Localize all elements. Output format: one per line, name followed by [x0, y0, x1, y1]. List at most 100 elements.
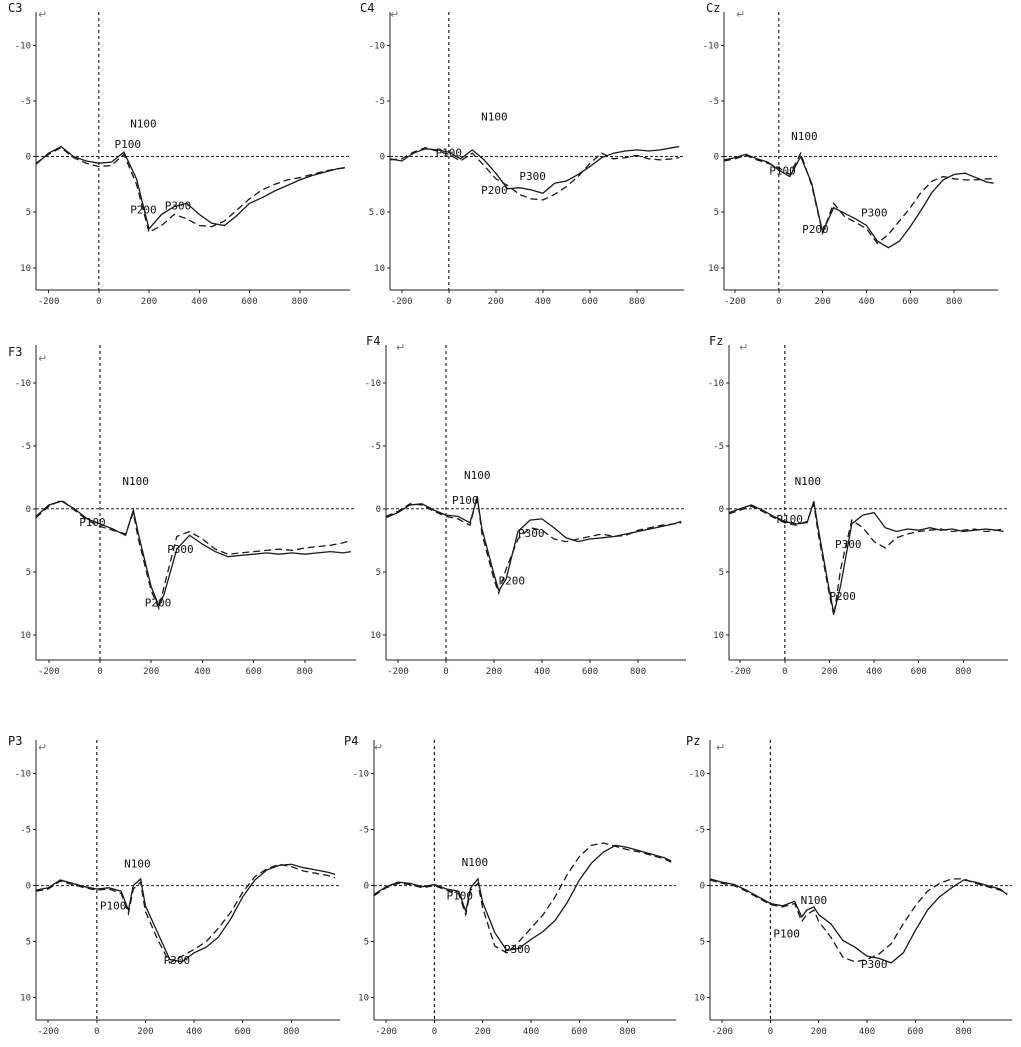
peak-label-p300: P300	[519, 170, 546, 183]
panel-title: Pz	[686, 734, 700, 748]
peak-label-n100: N100	[124, 857, 151, 870]
peak-label-p300: P300	[861, 958, 888, 971]
x-tick-label: 0	[432, 1027, 437, 1037]
x-tick-label: 600	[902, 297, 918, 307]
panel-f4: F4 ↵ -10 -5 0 5 10 -200 0 200 400 600 800 N100 P100 P20…	[365, 334, 686, 677]
y-tick-label: -5	[20, 442, 31, 452]
return-mark-icon: ↵	[38, 741, 47, 754]
x-tick-label: 200	[143, 667, 159, 677]
x-tick-label: -200	[38, 297, 60, 307]
panel-p3: P3 ↵ -10 -5 0 5 10 -200 0 200 400 600 800 N100 P100 P30…	[8, 734, 340, 1037]
panel-f3: F3 ↵ -10 -5 0 5 10 -200 0 200 400 600 800 N100 P100 P20…	[8, 345, 356, 677]
x-tick-label: 200	[475, 1027, 491, 1037]
y-tick-label: -10	[353, 770, 369, 780]
y-tick-label: 5	[714, 208, 719, 218]
y-tick-label: 10	[374, 264, 385, 274]
y-tick-label: -5	[694, 826, 705, 836]
y-tick-label: 0	[26, 882, 31, 892]
peak-label-p200: P200	[802, 223, 829, 236]
peak-label-n100: N100	[464, 469, 491, 482]
peak-label-n100: N100	[122, 475, 148, 488]
y-tick-label: 10	[20, 264, 31, 274]
series-line-solid	[35, 145, 346, 231]
x-tick-label: 800	[630, 667, 646, 677]
peak-label-p100: P100	[79, 516, 106, 529]
series-line-dashed	[35, 499, 352, 611]
y-tick-label: 5	[364, 938, 369, 948]
panel-title: Cz	[706, 1, 720, 15]
y-tick-label: 0	[714, 153, 719, 163]
x-tick-label: 400	[535, 297, 551, 307]
y-tick-label: 10	[694, 994, 705, 1004]
peak-label-n100: N100	[791, 130, 818, 143]
y-tick-label: 10	[358, 994, 369, 1004]
x-tick-label: 800	[297, 667, 313, 677]
x-tick-label: -200	[375, 1027, 397, 1037]
x-tick-label: 600	[911, 667, 927, 677]
series-line-solid	[728, 501, 1004, 614]
panel-title: C3	[8, 1, 22, 15]
series-line-solid	[35, 500, 352, 608]
peak-label-p300: P300	[167, 543, 194, 556]
x-tick-label: -200	[711, 1027, 733, 1037]
x-tick-label: 0	[768, 1027, 773, 1037]
series-line-solid	[709, 878, 1008, 964]
peak-label-p100: P100	[115, 138, 142, 151]
y-tick-label: -5	[713, 442, 724, 452]
peak-label-p200: P200	[499, 574, 526, 587]
x-tick-label: 800	[283, 1027, 299, 1037]
peak-label-p100: P100	[769, 165, 796, 178]
y-tick-label: 0	[26, 505, 31, 515]
peak-label-p100: P100	[446, 890, 473, 903]
x-tick-label: -200	[724, 297, 746, 307]
series-line-dashed	[709, 878, 1008, 963]
return-mark-icon: ↵	[716, 741, 725, 754]
peak-label-n100: N100	[481, 110, 508, 123]
y-tick-label: 5	[26, 208, 31, 218]
peak-label-p300: P300	[835, 538, 862, 551]
y-tick-label: 10	[370, 631, 381, 641]
series-line-solid	[385, 497, 682, 593]
x-tick-label: 800	[955, 667, 971, 677]
panel-c3: C3 ↵ -10 -5 0 5 10 -200 0 200 400 600 800 N100 P100 P20…	[8, 1, 350, 307]
series-line-dashed	[728, 501, 1004, 617]
series-line-dashed	[389, 147, 680, 201]
x-tick-label: 400	[534, 667, 550, 677]
x-tick-label: 200	[811, 1027, 827, 1037]
x-tick-label: -200	[729, 667, 751, 677]
series-line-dashed	[373, 842, 672, 954]
y-tick-label: 0	[380, 153, 385, 163]
peak-label-n100: N100	[795, 475, 822, 488]
y-tick-label: -10	[369, 41, 385, 51]
y-tick-label: -10	[15, 379, 31, 389]
x-tick-label: -200	[37, 1027, 59, 1037]
y-tick-label: -10	[689, 770, 705, 780]
y-tick-label: -10	[708, 379, 724, 389]
peak-label-p300: P300	[518, 527, 545, 540]
return-mark-icon: ↵	[736, 8, 745, 21]
y-tick-label: -10	[15, 41, 31, 51]
series-line-dashed	[35, 863, 336, 964]
panel-title: F4	[366, 334, 380, 348]
panel-p4: P4 ↵ -10 -5 0 5 10 -200 0 200 400 600 800 N100 P100 P30…	[344, 734, 676, 1037]
peak-label-p300: P300	[504, 943, 531, 956]
panel-title: C4	[360, 1, 374, 15]
x-tick-label: 600	[245, 667, 261, 677]
y-tick-label: -10	[15, 770, 31, 780]
series-line-dashed	[385, 496, 682, 596]
x-tick-label: 600	[571, 1027, 587, 1037]
return-mark-icon: ↵	[38, 8, 47, 21]
y-tick-label: 5.0	[369, 208, 385, 218]
x-tick-label: 600	[907, 1027, 923, 1037]
panel-title: P4	[344, 734, 358, 748]
x-tick-label: 400	[191, 297, 207, 307]
x-tick-label: 600	[241, 297, 257, 307]
y-tick-label: 5	[26, 938, 31, 948]
series-line-dashed	[723, 151, 994, 245]
series-line-solid	[35, 863, 336, 963]
x-tick-label: -200	[387, 667, 409, 677]
x-tick-label: 0	[96, 297, 101, 307]
x-tick-label: 0	[782, 667, 787, 677]
peak-label-p300: P300	[165, 199, 192, 212]
